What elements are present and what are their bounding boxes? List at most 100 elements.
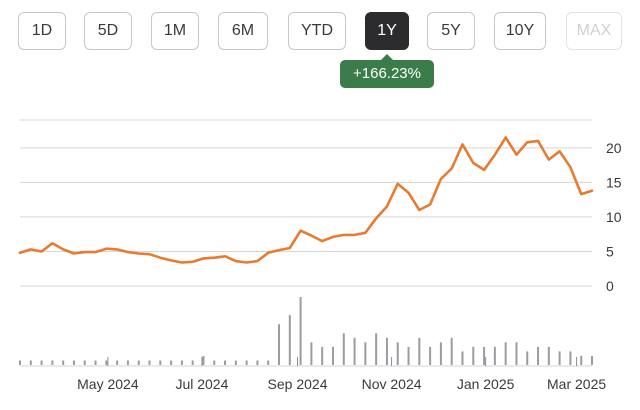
range-button-1d[interactable]: 1D <box>18 12 66 50</box>
volume-bar <box>191 360 194 365</box>
price-point <box>137 252 140 255</box>
volume-bar <box>202 355 205 365</box>
volume-bar <box>116 360 119 365</box>
volume-bar <box>580 355 583 365</box>
price-point <box>440 178 442 180</box>
badge-caret-icon <box>381 54 393 60</box>
price-point <box>148 253 151 256</box>
range-button-5y[interactable]: 5Y <box>427 12 475 50</box>
volume-bar <box>245 360 248 365</box>
price-point <box>116 248 118 251</box>
price-point <box>40 250 43 253</box>
volume-bar <box>51 360 54 365</box>
volume-bar <box>439 342 442 365</box>
price-point <box>483 169 485 171</box>
gridlines <box>20 119 592 367</box>
y-tick-label: 10 <box>606 209 622 225</box>
x-tick-label: Nov 2024 <box>362 376 422 392</box>
x-tick-label: Sep 2024 <box>268 376 328 392</box>
range-button-1y[interactable]: 1Y <box>365 12 409 50</box>
y-axis-ticks: 0 5 10 15 20 <box>606 140 622 294</box>
price-point <box>73 252 75 255</box>
range-button-10y[interactable]: 10Y <box>494 12 546 50</box>
volume-bar <box>288 315 291 365</box>
price-line <box>18 136 594 264</box>
price-point <box>558 150 561 153</box>
volume-bar <box>472 346 475 365</box>
price-point <box>515 153 518 156</box>
volume-bars <box>19 297 593 365</box>
y-tick-label: 20 <box>606 140 622 156</box>
volume-bar <box>105 360 108 365</box>
volume-bar <box>159 360 162 365</box>
price-point <box>202 257 205 260</box>
price-point <box>170 259 172 262</box>
price-point <box>310 234 313 237</box>
price-point <box>105 247 108 250</box>
price-point <box>461 143 464 146</box>
range-button-6m[interactable]: 6M <box>218 12 268 50</box>
range-button-ytd[interactable]: YTD <box>288 12 346 50</box>
price-point <box>396 182 399 185</box>
range-button-5d[interactable]: 5D <box>84 12 132 50</box>
percent-change-value: +166.23% <box>353 65 421 82</box>
price-point <box>321 240 323 242</box>
price-point <box>418 209 421 211</box>
volume-bar <box>450 337 453 365</box>
volume-bar <box>558 351 561 365</box>
price-point <box>494 153 496 156</box>
price-point <box>364 232 367 234</box>
volume-bar <box>126 360 129 365</box>
volume-bar <box>62 360 65 365</box>
price-point <box>450 167 453 170</box>
price-point <box>342 234 345 236</box>
price-line-layer <box>18 136 594 264</box>
volume-bar <box>396 342 399 365</box>
volume-bar <box>278 324 281 365</box>
volume-bar <box>310 342 313 365</box>
price-point <box>526 141 529 144</box>
volume-bar <box>19 360 21 365</box>
volume-bar <box>83 360 86 365</box>
price-point <box>289 247 291 249</box>
y-tick-label: 5 <box>606 243 614 259</box>
percent-change-badge: +166.23% <box>340 54 434 88</box>
volume-bar <box>29 360 32 365</box>
volume-bar <box>418 337 421 365</box>
price-point <box>29 248 32 251</box>
price-point <box>62 248 64 251</box>
x-tick-label: Mar 2025 <box>547 376 606 392</box>
x-axis-ticks: May 2024 Jul 2024 Sep 2024 Nov 2024 Jan 2025… <box>77 357 606 392</box>
x-tick-label: May 2024 <box>77 376 139 392</box>
price-point <box>375 217 377 220</box>
volume-bar <box>331 346 334 365</box>
price-point <box>94 251 97 253</box>
volume-bar <box>321 346 324 365</box>
price-point <box>580 193 583 195</box>
volume-bar <box>483 346 486 365</box>
price-point <box>407 191 410 194</box>
volume-bar <box>234 360 237 365</box>
volume-bar <box>342 333 345 365</box>
volume-bar <box>148 360 151 365</box>
volume-bar <box>385 337 388 365</box>
x-tick-label: Jul 2024 <box>175 376 228 392</box>
price-point <box>386 205 388 208</box>
x-tick-label: Jan 2025 <box>457 376 515 392</box>
price-point <box>429 203 431 206</box>
price-point <box>353 234 356 236</box>
price-point <box>51 242 54 244</box>
time-range-selector: 1D 5D 1M 6M YTD 1Y 5Y 10Y MAX <box>18 12 622 52</box>
volume-bar <box>407 346 410 365</box>
price-point <box>299 229 302 232</box>
price-point <box>191 261 194 263</box>
price-point <box>224 255 226 258</box>
volume-bar <box>375 333 378 365</box>
range-button-1m[interactable]: 1M <box>151 12 199 50</box>
y-tick-label: 0 <box>606 278 614 294</box>
volume-bar <box>137 360 140 365</box>
price-point <box>591 189 593 192</box>
volume-bar <box>299 297 302 365</box>
price-point <box>548 158 550 161</box>
